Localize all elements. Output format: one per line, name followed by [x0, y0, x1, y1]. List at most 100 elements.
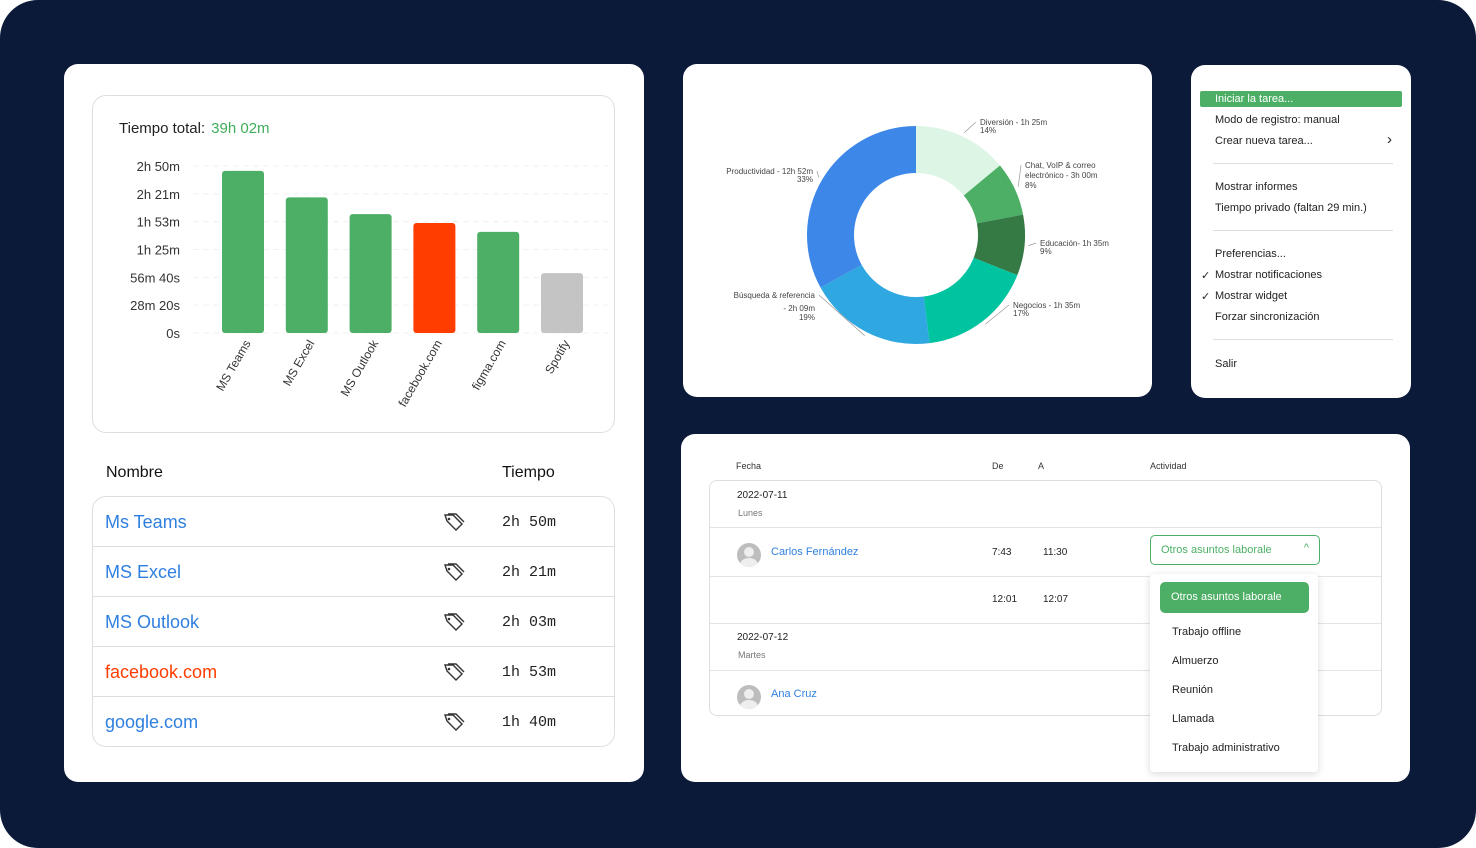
- slice-percent: 8%: [1025, 181, 1037, 190]
- donut-slice: [973, 214, 1025, 276]
- menu-item-exit[interactable]: Salir: [1215, 358, 1238, 370]
- x-tick-label: facebook.com: [396, 338, 445, 410]
- row-divider: [710, 623, 1381, 624]
- y-tick-label: 2h 50m: [137, 159, 180, 174]
- entry-to: 11:30: [1043, 547, 1068, 558]
- menu-item-show-widget[interactable]: Mostrar widget: [1215, 290, 1288, 302]
- bar: [349, 214, 392, 333]
- y-tick-label: 2h 21m: [137, 187, 180, 202]
- bar: [285, 197, 328, 333]
- x-tick-label: MS Excel: [280, 338, 317, 389]
- menu-item-force-sync[interactable]: Forzar sincronización: [1215, 311, 1320, 323]
- menu-item-new-task[interactable]: Crear nueva tarea...: [1215, 135, 1313, 147]
- activity-select[interactable]: Otros asuntos laborale ^: [1150, 535, 1320, 565]
- app-name[interactable]: google.com: [105, 712, 199, 732]
- slice-percent: 17%: [1013, 309, 1029, 318]
- menu-item-record-mode[interactable]: Modo de registro: manual: [1215, 114, 1340, 126]
- tag-icon[interactable]: [443, 663, 465, 681]
- menu-item-start-task[interactable]: Iniciar la tarea...: [1215, 93, 1294, 105]
- apps-table: Ms Teams 2h 50m MS Excel 2h 21m MS Outlook…: [92, 496, 615, 747]
- app-time: 2h 21m: [502, 564, 557, 581]
- slice-percent: 14%: [980, 126, 996, 135]
- header-to: A: [1038, 461, 1045, 471]
- activity-select-value: Otros asuntos laborale: [1161, 544, 1272, 556]
- table-row[interactable]: Ms Teams 2h 50m: [93, 497, 614, 547]
- app-time: 1h 40m: [502, 714, 557, 731]
- bar: [413, 222, 456, 333]
- dropdown-option[interactable]: Trabajo administrativo: [1172, 742, 1280, 754]
- apps-time-card: Tiempo total: 39h 02m 0s 28m 20s 56m 40s 1h …: [64, 64, 644, 782]
- app-time: 2h 03m: [502, 614, 557, 631]
- donut-slice: [807, 126, 916, 288]
- menu-separator: [1213, 163, 1393, 164]
- donut-slice: [916, 126, 1000, 196]
- category-donut-card: Diversión - 1h 25m 14% Chat, VoIP & correo…: [683, 64, 1152, 397]
- x-tick-label: Spotify: [542, 338, 572, 377]
- leader-line: [985, 304, 1010, 325]
- x-tick-label: figma.com: [469, 338, 509, 393]
- tag-icon[interactable]: [443, 613, 465, 631]
- donut-slice: [923, 257, 1018, 344]
- bar: [222, 170, 264, 333]
- header-date: Fecha: [736, 461, 762, 471]
- slice-label: Diversión - 1h 25m: [980, 118, 1047, 127]
- donut-slice: [963, 165, 1024, 224]
- tag-icon[interactable]: [443, 713, 465, 731]
- donut-slice: [820, 264, 930, 344]
- row-divider: [710, 576, 1381, 577]
- user-link[interactable]: Carlos Fernández: [771, 546, 859, 558]
- bar-chart: 0s 28m 20s 56m 40s 1h 25m 1h 53m 2h 21m 2h 50m…: [130, 159, 608, 410]
- row-divider: [710, 527, 1381, 528]
- slice-label: Productividad - 12h 52m: [726, 167, 813, 176]
- dropdown-option[interactable]: Reunión: [1172, 684, 1213, 696]
- check-icon: ✓: [1201, 270, 1211, 282]
- timesheet-card: Fecha De A Actividad 2022-07-11 Lunes Ca…: [681, 434, 1410, 782]
- table-row[interactable]: facebook.com 1h 53m: [93, 647, 614, 697]
- app-name[interactable]: MS Outlook: [105, 612, 200, 632]
- entry-to: 12:07: [1043, 594, 1069, 605]
- leader-line: [818, 294, 865, 336]
- slice-label: Chat, VoIP & correo: [1025, 161, 1096, 170]
- slice-label: - 2h 09m: [783, 304, 815, 313]
- submenu-arrow-icon: ›: [1387, 131, 1392, 148]
- leader-line: [816, 170, 820, 178]
- dropdown-option-selected[interactable]: Otros asuntos laborale: [1160, 582, 1309, 613]
- table-row[interactable]: google.com 1h 40m: [93, 697, 614, 746]
- menu-item-preferences[interactable]: Preferencias...: [1215, 248, 1286, 260]
- dropdown-option[interactable]: Llamada: [1172, 713, 1215, 725]
- table-row[interactable]: MS Excel 2h 21m: [93, 547, 614, 597]
- bar: [541, 273, 583, 333]
- leader-line: [1017, 164, 1022, 187]
- y-tick-label: 1h 25m: [137, 243, 180, 258]
- menu-separator: [1213, 230, 1393, 231]
- y-tick-label: 1h 53m: [137, 215, 180, 230]
- slice-label: Negocios - 1h 35m: [1013, 301, 1080, 310]
- menu-item-show-reports[interactable]: Mostrar informes: [1215, 181, 1298, 193]
- total-time: Tiempo total: 39h 02m: [119, 120, 270, 137]
- app-time: 1h 53m: [502, 664, 557, 681]
- slice-percent: 19%: [799, 313, 815, 322]
- dropdown-option[interactable]: Trabajo offline: [1172, 626, 1242, 638]
- app-name[interactable]: Ms Teams: [105, 512, 187, 532]
- leader-line: [1028, 242, 1037, 246]
- total-value: 39h 02m: [211, 120, 270, 137]
- table-row[interactable]: MS Outlook 2h 03m: [93, 597, 614, 647]
- bar: [477, 231, 520, 333]
- group-date: 2022-07-11: [737, 490, 788, 501]
- tag-icon[interactable]: [443, 513, 465, 531]
- slice-label: Búsqueda & referencia: [734, 291, 816, 300]
- group-day: Lunes: [738, 508, 763, 518]
- user-link[interactable]: Ana Cruz: [771, 688, 817, 700]
- y-tick-label: 0s: [166, 326, 180, 341]
- menu-item-show-notifications[interactable]: Mostrar notificaciones: [1215, 269, 1322, 281]
- dropdown-option[interactable]: Almuerzo: [1172, 655, 1219, 667]
- app-name[interactable]: MS Excel: [105, 562, 182, 582]
- entry-from: 7:43: [992, 547, 1012, 558]
- app-name[interactable]: facebook.com: [105, 662, 218, 682]
- slice-percent: 33%: [797, 175, 813, 184]
- menu-item-private-time[interactable]: Tiempo privado (faltan 29 min.): [1215, 202, 1367, 214]
- check-icon: ✓: [1201, 291, 1211, 303]
- group-date: 2022-07-12: [737, 632, 789, 643]
- tag-icon[interactable]: [443, 563, 465, 581]
